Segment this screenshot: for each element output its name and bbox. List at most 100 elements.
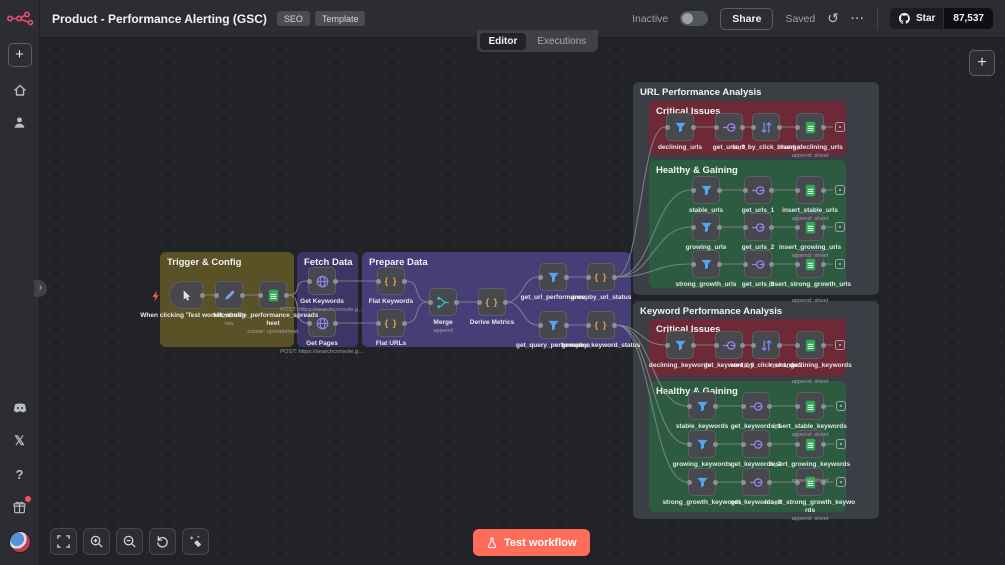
user-icon[interactable]: [11, 113, 29, 131]
output-port[interactable]: [563, 274, 569, 280]
input-port[interactable]: [375, 278, 381, 284]
output-port[interactable]: [820, 479, 826, 485]
discord-icon[interactable]: [11, 399, 29, 417]
input-port[interactable]: [794, 403, 800, 409]
input-port[interactable]: [713, 124, 719, 130]
input-port[interactable]: [686, 479, 692, 485]
output-port[interactable]: [690, 342, 696, 348]
output-port[interactable]: [401, 278, 407, 284]
input-port[interactable]: [794, 479, 800, 485]
node-insert_growing_keywords[interactable]: [794, 430, 826, 458]
input-port[interactable]: [585, 274, 591, 280]
tab-editor[interactable]: Editor: [479, 32, 527, 50]
output-port[interactable]: [776, 124, 782, 130]
end-marker[interactable]: [835, 259, 845, 269]
node-derive_metrics[interactable]: { }: [476, 288, 508, 316]
node-insert_growing_urls[interactable]: [794, 213, 826, 241]
input-port[interactable]: [794, 441, 800, 447]
input-port[interactable]: [537, 274, 543, 280]
output-port[interactable]: [820, 403, 826, 409]
fit-view-button[interactable]: [50, 528, 77, 555]
output-port[interactable]: [332, 278, 338, 284]
share-button[interactable]: Share: [720, 7, 774, 30]
input-port[interactable]: [794, 124, 800, 130]
input-port[interactable]: [742, 224, 748, 230]
node-insert_stable_keywords[interactable]: [794, 392, 826, 420]
node-strong_growth_urls[interactable]: [690, 250, 722, 278]
input-port[interactable]: [794, 187, 800, 193]
output-port[interactable]: [611, 322, 617, 328]
end-marker[interactable]: [835, 340, 845, 350]
output-port[interactable]: [820, 224, 826, 230]
node-get_keywords_0[interactable]: [713, 331, 745, 359]
output-port[interactable]: [611, 274, 617, 280]
help-icon[interactable]: ?: [15, 466, 24, 482]
more-menu-icon[interactable]: ···: [850, 12, 865, 25]
input-port[interactable]: [742, 261, 748, 267]
test-workflow-button[interactable]: Test workflow: [473, 529, 590, 556]
zoom-in-button[interactable]: [83, 528, 110, 555]
node-get_url_performance[interactable]: [537, 263, 569, 291]
input-port[interactable]: [664, 124, 670, 130]
output-port[interactable]: [820, 124, 826, 130]
output-port[interactable]: [766, 403, 772, 409]
input-port[interactable]: [306, 320, 312, 326]
output-port[interactable]: [712, 403, 718, 409]
node-insert_strong_growth_keywords[interactable]: [794, 468, 826, 496]
input-port[interactable]: [794, 224, 800, 230]
node-insert_stable_urls[interactable]: [794, 176, 826, 204]
node-get_urls_3[interactable]: [742, 250, 774, 278]
output-port[interactable]: [820, 187, 826, 193]
output-port[interactable]: [766, 479, 772, 485]
input-port[interactable]: [427, 299, 433, 305]
input-port[interactable]: [686, 441, 692, 447]
end-marker[interactable]: [835, 222, 845, 232]
input-port[interactable]: [690, 224, 696, 230]
input-port[interactable]: [537, 322, 543, 328]
output-port[interactable]: [716, 261, 722, 267]
input-port[interactable]: [686, 403, 692, 409]
history-icon[interactable]: ↺: [827, 10, 839, 26]
node-get_pages[interactable]: [306, 309, 338, 337]
node-insert_declining_keywords[interactable]: [794, 331, 826, 359]
output-port[interactable]: [776, 342, 782, 348]
add-workflow-button[interactable]: +: [7, 43, 32, 67]
end-marker[interactable]: [836, 439, 846, 449]
node-get_urls_0[interactable]: [713, 113, 745, 141]
node-sort_by_click_change1[interactable]: [750, 331, 782, 359]
node-flat_keywords[interactable]: { }: [375, 267, 407, 295]
node-stable_urls[interactable]: [690, 176, 722, 204]
input-port[interactable]: [713, 342, 719, 348]
input-port[interactable]: [794, 342, 800, 348]
tab-executions[interactable]: Executions: [537, 35, 587, 47]
output-port[interactable]: [820, 342, 826, 348]
output-port[interactable]: [502, 299, 508, 305]
node-when_clicking[interactable]: [169, 281, 205, 309]
input-port[interactable]: [690, 261, 696, 267]
input-port[interactable]: [664, 342, 670, 348]
node-create_sheet[interactable]: [257, 281, 289, 309]
output-port[interactable]: [332, 320, 338, 326]
output-port[interactable]: [768, 187, 774, 193]
node-stable_keywords[interactable]: [686, 392, 718, 420]
x-twitter-icon[interactable]: 𝕏: [14, 433, 25, 448]
output-port[interactable]: [766, 441, 772, 447]
output-port[interactable]: [453, 299, 459, 305]
node-sort_by_click_change[interactable]: [750, 113, 782, 141]
output-port[interactable]: [716, 187, 722, 193]
home-icon[interactable]: [11, 81, 29, 99]
input-port[interactable]: [740, 403, 746, 409]
output-port[interactable]: [283, 292, 289, 298]
node-set_config[interactable]: [213, 281, 245, 309]
node-merge[interactable]: [427, 288, 459, 316]
input-port[interactable]: [375, 320, 381, 326]
output-port[interactable]: [690, 124, 696, 130]
output-port[interactable]: [712, 479, 718, 485]
input-port[interactable]: [306, 278, 312, 284]
whats-new-gift-icon[interactable]: [11, 496, 31, 516]
node-get_urls_2[interactable]: [742, 213, 774, 241]
input-port[interactable]: [690, 187, 696, 193]
zoom-out-button[interactable]: [116, 528, 143, 555]
input-port[interactable]: [740, 441, 746, 447]
node-growing_urls[interactable]: [690, 213, 722, 241]
